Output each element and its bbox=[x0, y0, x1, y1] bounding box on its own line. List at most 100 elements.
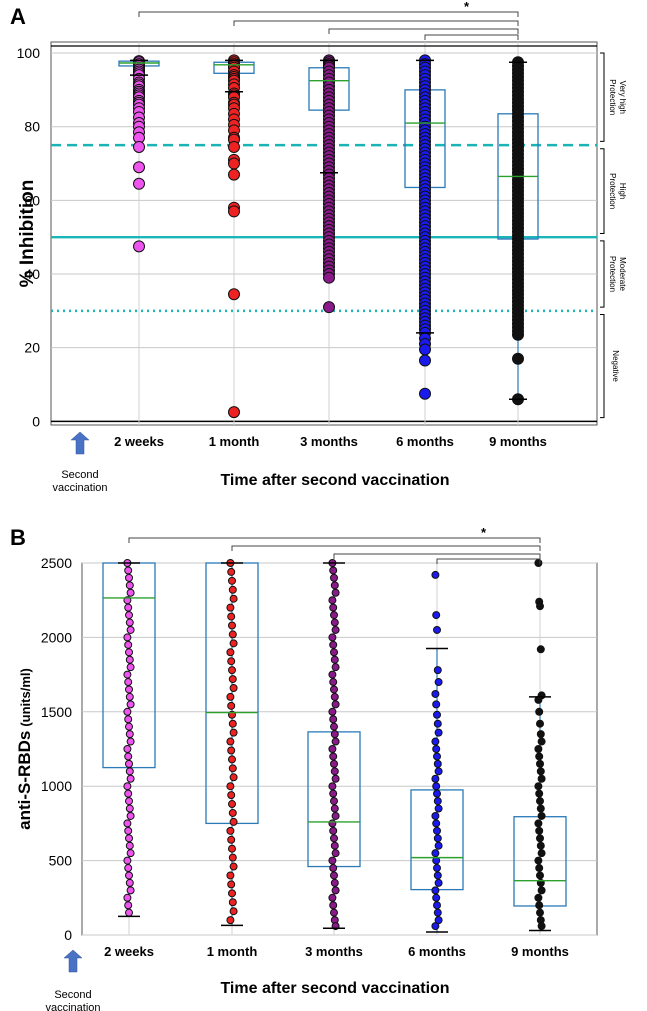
data-point bbox=[329, 826, 338, 835]
data-point bbox=[536, 759, 544, 768]
data-point bbox=[126, 737, 135, 746]
data-point bbox=[124, 603, 133, 612]
data-point bbox=[431, 886, 440, 895]
data-point bbox=[534, 745, 543, 753]
data-point bbox=[330, 611, 338, 620]
panel-letter-b: B bbox=[10, 525, 26, 550]
data-point bbox=[228, 675, 237, 684]
data-point bbox=[126, 588, 135, 597]
data-point bbox=[534, 559, 543, 567]
arrow-note-line: vaccination bbox=[52, 482, 107, 494]
data-point bbox=[226, 916, 235, 925]
data-point bbox=[433, 759, 442, 768]
data-point bbox=[536, 834, 544, 843]
data-point bbox=[124, 752, 133, 761]
data-point bbox=[328, 707, 337, 716]
data-point bbox=[536, 719, 544, 728]
data-point bbox=[535, 864, 544, 873]
data-point bbox=[125, 908, 133, 917]
y-axis-label: anti-S-RBDs(units/ml) bbox=[15, 668, 34, 830]
panel-b: B 0 500 1000 1500 2000 2500 2 weeks 1 month 3 mon… bbox=[10, 525, 598, 997]
y-tick-label: 1000 bbox=[41, 778, 72, 794]
data-point bbox=[331, 700, 340, 709]
data-point bbox=[229, 683, 238, 692]
data-point bbox=[125, 618, 134, 627]
data-point bbox=[433, 719, 442, 728]
data-point bbox=[535, 752, 544, 761]
data-point bbox=[419, 343, 431, 356]
data-point bbox=[229, 773, 238, 782]
data-point bbox=[329, 752, 338, 761]
data-point bbox=[228, 889, 236, 898]
arrow-note-line: vaccination bbox=[45, 1002, 100, 1011]
zone-bracket bbox=[600, 240, 605, 308]
data-point bbox=[536, 871, 544, 880]
data-point bbox=[534, 819, 543, 828]
data-point bbox=[126, 625, 135, 634]
x-tick-label: 1 month bbox=[207, 944, 258, 959]
data-point bbox=[534, 782, 543, 791]
data-point bbox=[228, 157, 240, 170]
data-point bbox=[537, 737, 546, 746]
data-point bbox=[329, 789, 338, 798]
data-point bbox=[330, 908, 338, 917]
data-point bbox=[125, 878, 134, 887]
significance-bracket bbox=[333, 553, 541, 559]
data-point bbox=[329, 640, 338, 649]
data-point bbox=[537, 886, 546, 895]
data-point bbox=[330, 841, 339, 850]
data-point bbox=[330, 804, 339, 813]
data-point bbox=[228, 764, 237, 773]
data-point bbox=[329, 901, 338, 910]
up-arrow-icon bbox=[63, 949, 83, 973]
data-point bbox=[125, 767, 134, 776]
data-point bbox=[125, 722, 133, 731]
panel-letter-a: A bbox=[10, 4, 26, 29]
data-point bbox=[123, 782, 132, 791]
data-point bbox=[323, 271, 335, 284]
data-point bbox=[536, 730, 545, 739]
data-point bbox=[330, 648, 338, 657]
y-tick-label: 60 bbox=[24, 192, 40, 208]
data-point bbox=[433, 901, 441, 910]
data-point bbox=[228, 800, 236, 809]
data-point bbox=[537, 849, 546, 858]
zone-bracket bbox=[600, 314, 605, 419]
zone-label-line: High bbox=[618, 183, 627, 199]
data-point bbox=[431, 922, 440, 931]
data-point bbox=[433, 625, 441, 634]
zone-label-line: Very high bbox=[618, 81, 627, 114]
data-point bbox=[123, 707, 132, 716]
x-tick-label: 3 months bbox=[305, 944, 363, 959]
data-point bbox=[228, 576, 236, 585]
data-point bbox=[124, 678, 133, 687]
data-point bbox=[330, 730, 339, 739]
data-point bbox=[226, 603, 235, 612]
data-point bbox=[125, 648, 133, 657]
y-tick-label: 0 bbox=[64, 927, 72, 943]
zone-label-line: Protection bbox=[608, 79, 617, 115]
significance-bracket bbox=[231, 545, 541, 551]
data-point bbox=[124, 789, 133, 798]
data-point bbox=[227, 880, 236, 889]
data-point bbox=[432, 700, 441, 709]
data-point bbox=[433, 666, 442, 675]
data-point bbox=[228, 585, 237, 594]
x-tick-label: 6 months bbox=[396, 434, 454, 449]
data-point bbox=[328, 596, 337, 605]
data-point bbox=[125, 730, 134, 739]
data-point bbox=[536, 804, 545, 813]
data-point bbox=[536, 908, 544, 917]
data-point bbox=[329, 566, 338, 575]
data-point bbox=[434, 878, 443, 887]
panel-a: A 0 20 40 60 80 100 2 weeks 1 month 3 months 6 mon… bbox=[10, 0, 627, 489]
arrow-note-line: Second bbox=[54, 989, 91, 1001]
data-point bbox=[226, 737, 235, 746]
y-axis-unit: (units/ml) bbox=[18, 668, 33, 727]
data-point bbox=[133, 140, 145, 153]
x-tick-label: 1 month bbox=[209, 434, 260, 449]
data-point bbox=[226, 782, 235, 791]
y-tick-label: 2500 bbox=[41, 555, 72, 571]
data-point bbox=[431, 570, 440, 579]
data-point bbox=[330, 871, 338, 880]
